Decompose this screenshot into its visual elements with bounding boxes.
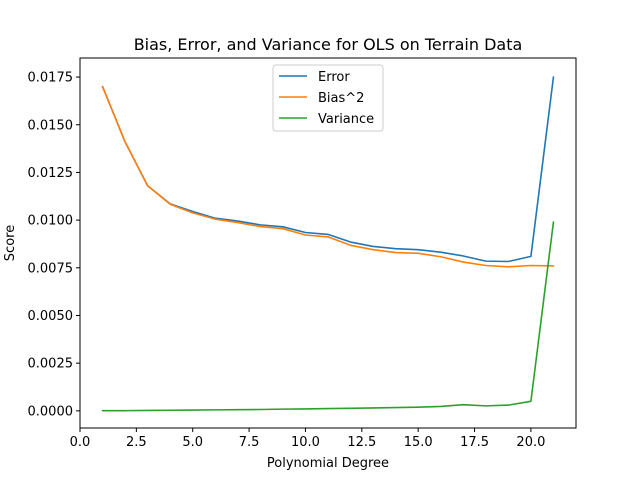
plot-frame xyxy=(79,57,577,429)
ticks-layer: 0.0 2.5 5.0 7.5 10.0 12.5 15.0 17.5 20.0 0.0000 0.… xyxy=(28,71,546,450)
series-line-variance xyxy=(101,221,555,412)
chart-title: Bias, Error, and Variance for OLS on Ter… xyxy=(134,35,523,54)
x-tick-label: 10.0 xyxy=(291,435,320,450)
legend-label-error: Error xyxy=(318,70,350,85)
y-tick-label: 0.0000 xyxy=(28,404,74,419)
x-tick-label: 5.0 xyxy=(182,435,203,450)
y-tick-label: 0.0125 xyxy=(28,166,74,181)
series-line-bias-2 xyxy=(101,85,555,268)
legend-label-variance: Variance xyxy=(318,112,374,127)
x-tick-label: 12.5 xyxy=(347,435,376,450)
y-tick-label: 0.0050 xyxy=(28,309,74,324)
x-tick-label: 17.5 xyxy=(460,435,489,450)
x-tick-label: 7.5 xyxy=(239,435,260,450)
x-axis-label: Polynomial Degree xyxy=(267,456,389,471)
y-tick-label: 0.0100 xyxy=(28,214,74,229)
legend: Error Bias^2 Variance xyxy=(272,64,384,132)
y-tick-label: 0.0175 xyxy=(28,71,74,86)
y-axis-label: Score xyxy=(3,225,18,261)
x-tick-label: 2.5 xyxy=(126,435,147,450)
y-tick-label: 0.0150 xyxy=(28,118,74,133)
legend-box xyxy=(272,64,384,132)
legend-label-bias-2: Bias^2 xyxy=(318,91,364,106)
x-tick-label: 20.0 xyxy=(516,435,545,450)
x-tick-label: 0.0 xyxy=(70,435,91,450)
series-layer xyxy=(101,76,555,412)
y-tick-label: 0.0025 xyxy=(28,357,74,372)
x-tick-label: 15.0 xyxy=(404,435,433,450)
y-tick-label: 0.0075 xyxy=(28,261,74,276)
